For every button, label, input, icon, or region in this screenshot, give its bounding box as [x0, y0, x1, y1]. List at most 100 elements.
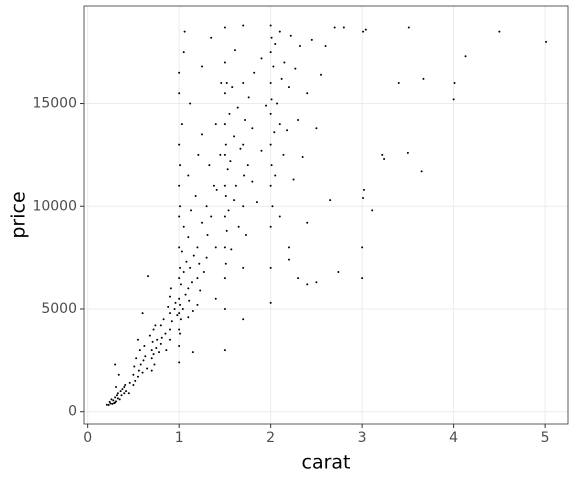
point	[190, 281, 193, 284]
point	[420, 170, 423, 173]
x-axis-label: carat	[302, 452, 351, 474]
point	[270, 98, 273, 101]
point	[228, 112, 231, 115]
point	[283, 61, 286, 64]
point	[464, 55, 467, 58]
x-tick-label: 0	[83, 430, 92, 446]
point	[247, 96, 250, 99]
point	[215, 188, 218, 191]
point	[167, 305, 170, 308]
point	[151, 340, 154, 343]
point	[282, 153, 285, 156]
point	[148, 334, 151, 337]
point	[144, 355, 147, 358]
point	[105, 403, 108, 406]
point	[178, 71, 181, 74]
point	[178, 344, 181, 347]
y-tick-label: 0	[68, 404, 77, 420]
point	[278, 123, 281, 126]
point	[251, 127, 254, 130]
point	[178, 361, 181, 364]
point	[371, 209, 374, 212]
point	[270, 164, 273, 167]
point	[110, 398, 113, 401]
point	[165, 349, 168, 352]
point	[231, 86, 234, 89]
point	[197, 153, 200, 156]
point	[137, 369, 140, 372]
point	[361, 246, 364, 249]
point	[280, 77, 283, 80]
point	[286, 129, 289, 132]
point	[191, 351, 194, 354]
point	[206, 234, 209, 237]
point	[306, 221, 309, 224]
point	[132, 383, 135, 386]
point	[292, 178, 295, 181]
point	[220, 81, 223, 84]
point	[397, 81, 400, 84]
x-tick-label: 4	[449, 430, 458, 446]
point	[271, 205, 274, 208]
point	[116, 392, 119, 395]
point	[212, 184, 215, 187]
point	[169, 328, 172, 331]
point	[153, 363, 156, 366]
point	[233, 49, 236, 52]
point	[179, 318, 182, 321]
point	[196, 277, 199, 280]
point	[123, 386, 126, 389]
point	[223, 184, 226, 187]
x-tick-label: 5	[541, 430, 550, 446]
point	[142, 359, 145, 362]
point	[162, 318, 165, 321]
point	[287, 258, 290, 261]
point	[170, 320, 173, 323]
point	[199, 289, 202, 292]
point	[194, 194, 197, 197]
point	[278, 215, 281, 218]
point	[229, 160, 232, 163]
point	[189, 102, 192, 105]
point	[114, 396, 117, 399]
point	[223, 61, 226, 64]
point	[361, 277, 364, 280]
point	[187, 287, 190, 290]
y-axis-label: price	[8, 191, 30, 238]
point	[109, 402, 112, 405]
point	[223, 215, 226, 218]
point	[143, 344, 146, 347]
point	[270, 36, 273, 39]
point	[239, 147, 242, 150]
point	[191, 310, 194, 313]
point	[182, 270, 185, 273]
point	[269, 143, 272, 146]
point	[120, 394, 123, 397]
x-tick-label: 2	[266, 430, 275, 446]
point	[127, 392, 130, 395]
point	[223, 92, 226, 95]
point	[178, 184, 181, 187]
point	[242, 81, 245, 84]
point	[201, 221, 204, 224]
point	[208, 164, 211, 167]
point	[297, 277, 300, 280]
point	[139, 363, 142, 366]
point	[128, 381, 131, 384]
point	[183, 30, 186, 33]
point	[452, 98, 455, 101]
point	[179, 283, 182, 286]
point	[205, 205, 208, 208]
point	[115, 400, 118, 403]
point	[223, 277, 226, 280]
point	[179, 266, 182, 269]
point	[132, 373, 135, 376]
point	[190, 209, 193, 212]
point	[224, 143, 227, 146]
point	[155, 347, 158, 350]
point	[187, 316, 190, 319]
point	[251, 180, 254, 183]
point	[150, 369, 153, 372]
point	[156, 338, 159, 341]
